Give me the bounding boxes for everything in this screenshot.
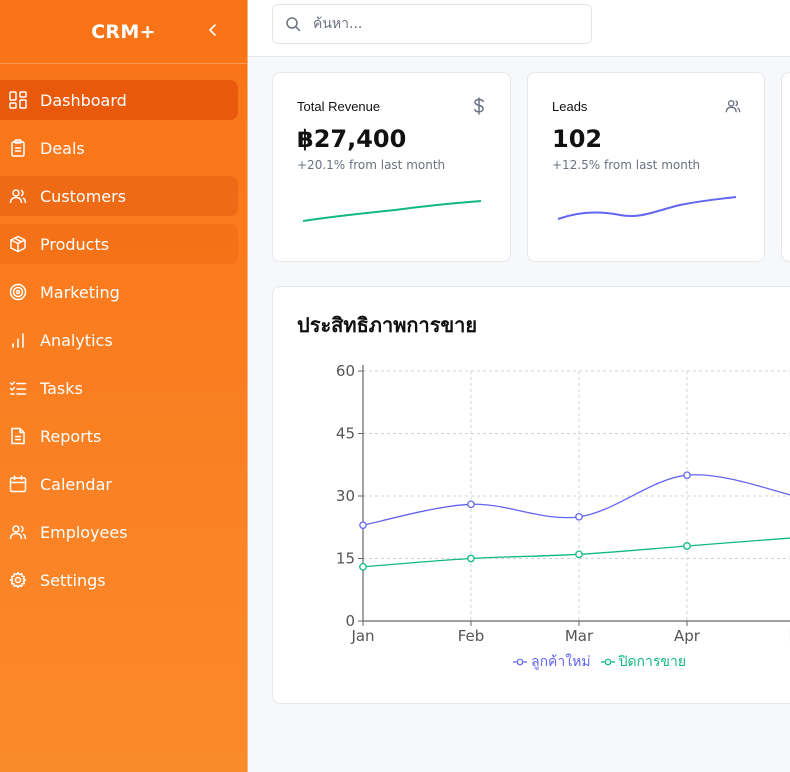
sidebar-item-label: Tasks <box>40 378 83 398</box>
brand-header: CRM+ <box>0 0 247 64</box>
bar-chart-icon <box>8 330 28 350</box>
stat-change: +12.5% from last month <box>552 158 701 172</box>
sidebar-item-label: Reports <box>40 426 102 446</box>
dashboard-icon <box>8 90 28 110</box>
sidebar: CRM+ Dashboard Deals Customers Products … <box>0 0 248 772</box>
y-tick-label: 15 <box>336 550 355 568</box>
dollar-icon <box>470 97 488 115</box>
sidebar-item-label: Marketing <box>40 282 120 302</box>
sidebar-item-tasks[interactable]: Tasks <box>0 368 238 408</box>
y-tick-label: 60 <box>336 362 355 380</box>
sidebar-item-customers[interactable]: Customers <box>0 176 238 216</box>
x-tick-label: Feb <box>458 627 485 645</box>
checklist-icon <box>8 378 28 398</box>
data-point <box>683 471 691 480</box>
data-point <box>575 512 583 521</box>
y-tick-label: 30 <box>336 487 355 505</box>
revenue-sparkline <box>302 200 482 222</box>
stat-title: Leads <box>552 99 588 114</box>
chevron-left-icon <box>209 24 216 36</box>
sidebar-item-employees[interactable]: Employees <box>0 512 238 552</box>
sidebar-item-label: Analytics <box>40 330 113 350</box>
target-icon <box>8 282 28 302</box>
data-point <box>359 562 367 571</box>
sidebar-item-label: Settings <box>40 570 106 590</box>
x-tick-label: Jan <box>350 627 374 645</box>
collapse-sidebar-button[interactable] <box>201 18 225 42</box>
users-icon <box>8 522 28 542</box>
stat-change: +20.1% from last month <box>297 158 446 172</box>
x-tick-label: Mar <box>565 627 594 645</box>
clipboard-icon <box>8 138 28 158</box>
sidebar-item-settings[interactable]: Settings <box>0 560 238 600</box>
data-point <box>683 542 691 550</box>
sidebar-item-calendar[interactable]: Calendar <box>0 464 238 504</box>
stat-card-revenue: Total Revenue ฿27,400 +20.1% from last m… <box>272 72 511 262</box>
legend-label: ลูกค้าใหม่ <box>531 654 591 670</box>
package-icon <box>8 234 28 254</box>
data-point <box>575 550 583 559</box>
x-tick-label: Apr <box>674 627 701 645</box>
sidebar-item-label: Deals <box>40 138 85 158</box>
chart-legend: ลูกค้าใหม่ ปิดการขาย <box>513 651 686 673</box>
x-tick-label: M <box>789 627 790 645</box>
sidebar-item-label: Products <box>40 234 110 254</box>
calendar-icon <box>8 474 28 494</box>
y-tick-label: 45 <box>336 425 355 443</box>
sidebar-item-analytics[interactable]: Analytics <box>0 320 238 360</box>
sidebar-item-deals[interactable]: Deals <box>0 128 238 168</box>
stat-value: ฿27,400 <box>297 125 407 153</box>
stat-card-partial <box>781 72 790 262</box>
file-text-icon <box>8 426 28 446</box>
stat-value: 102 <box>552 125 603 153</box>
data-point <box>359 521 367 530</box>
legend-label: ปิดการขาย <box>618 654 687 670</box>
sidebar-item-label: Employees <box>40 522 128 542</box>
data-point <box>467 500 475 509</box>
legend-marker <box>513 658 527 666</box>
sidebar-item-reports[interactable]: Reports <box>0 416 238 456</box>
sales-chart-card: ประสิทธิภาพการขาย 0 15 30 45 60 Jan Feb Mar Apr M… <box>272 286 790 704</box>
sidebar-nav: Dashboard Deals Customers Products Marke… <box>0 64 247 600</box>
leads-sparkline <box>557 196 737 220</box>
users-icon <box>724 97 742 115</box>
chart-title: ประสิทธิภาพการขาย <box>297 313 478 337</box>
search-icon <box>286 17 301 32</box>
legend-item-new-customers[interactable]: ลูกค้าใหม่ <box>513 651 591 673</box>
data-point <box>467 554 475 563</box>
users-icon <box>8 186 28 206</box>
sidebar-item-label: Customers <box>40 186 127 206</box>
stat-title: Total Revenue <box>297 99 381 114</box>
sales-line-chart: 0 15 30 45 60 Jan Feb Mar Apr M <box>336 362 790 645</box>
sidebar-item-label: Calendar <box>40 474 112 494</box>
stat-card-leads: Leads 102 +12.5% from last month <box>527 72 765 262</box>
gear-icon <box>8 570 28 590</box>
app-title: CRM+ <box>91 20 156 43</box>
top-bar <box>248 0 790 57</box>
search-box <box>272 4 592 44</box>
sidebar-item-marketing[interactable]: Marketing <box>0 272 238 312</box>
search-input[interactable] <box>313 16 563 32</box>
legend-marker <box>600 658 615 666</box>
legend-item-closed-sales[interactable]: ปิดการขาย <box>600 651 687 673</box>
y-tick-label: 0 <box>345 612 355 630</box>
sidebar-item-label: Dashboard <box>40 90 127 110</box>
sidebar-item-products[interactable]: Products <box>0 224 238 264</box>
sidebar-item-dashboard[interactable]: Dashboard <box>0 80 238 120</box>
